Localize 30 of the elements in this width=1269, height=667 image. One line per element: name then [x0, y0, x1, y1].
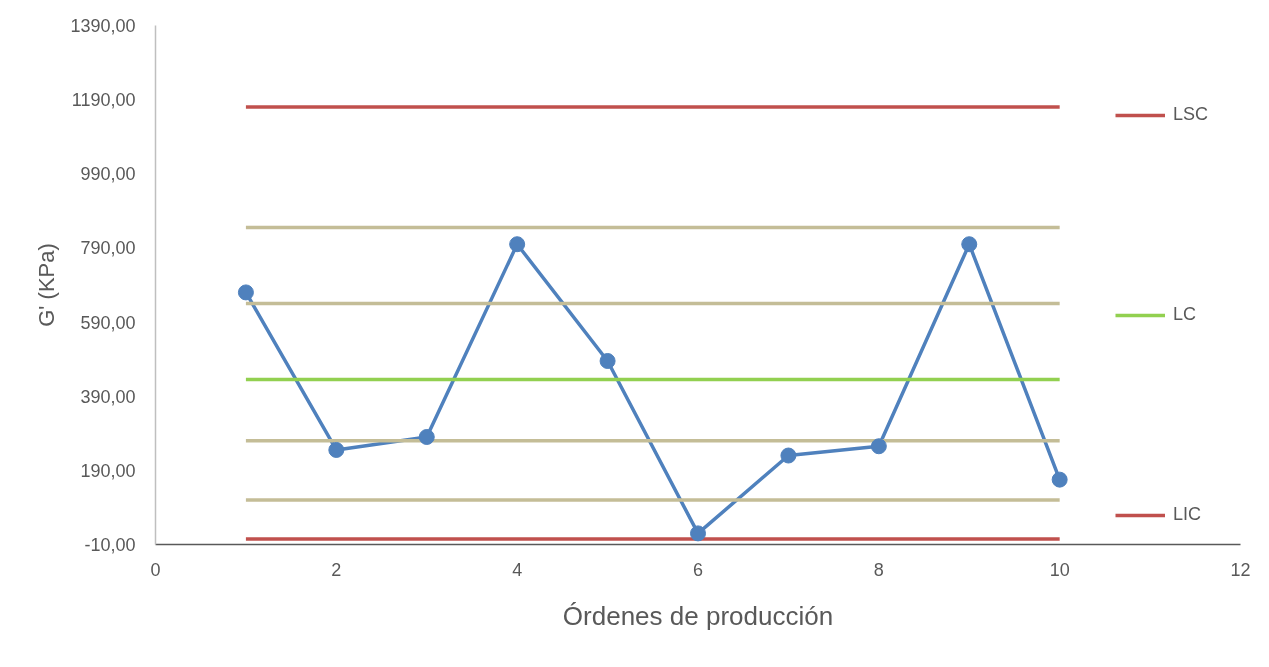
y-tick-label: 1390,00 [70, 16, 136, 36]
x-tick-label: 6 [692, 559, 704, 580]
y-tick-label: 390,00 [80, 386, 136, 407]
y-tick-label: -10,00 [84, 535, 136, 555]
point [780, 447, 797, 464]
legend-label: LIC [1173, 504, 1202, 525]
point [237, 284, 254, 301]
point [509, 236, 526, 253]
x-tick-label: 8 [873, 559, 884, 580]
x-tick-label: 12 [1230, 559, 1251, 580]
legend-label: LSC [1173, 104, 1209, 125]
point [870, 438, 887, 455]
x-axis-title: Órdenes de producción [562, 600, 834, 631]
x-tick-label: 4 [512, 559, 523, 580]
point [328, 441, 345, 458]
x-tick-label: 2 [331, 559, 342, 580]
point [418, 429, 435, 445]
point [961, 236, 978, 253]
point [690, 525, 706, 542]
x-tick-label: 10 [1049, 559, 1070, 580]
legend-label: LC [1173, 304, 1197, 325]
y-tick-label: 190,00 [80, 460, 136, 481]
y-tick-label: 790,00 [80, 238, 136, 259]
point [599, 353, 616, 369]
point [1051, 471, 1068, 488]
y-axis-title: G' (KPa) [34, 243, 60, 327]
y-tick-label: 990,00 [80, 164, 136, 185]
y-tick-label: 1190,00 [71, 90, 136, 111]
y-tick-label: 590,00 [80, 312, 136, 333]
x-tick-label: 0 [150, 559, 161, 580]
